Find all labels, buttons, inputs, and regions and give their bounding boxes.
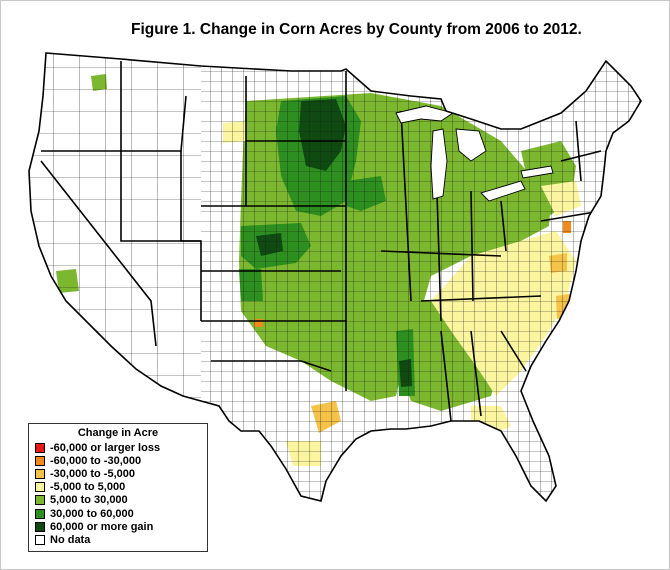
state-boundaries	[40, 61, 602, 422]
legend-swatch	[35, 521, 45, 532]
legend-title: Change in Acre	[77, 427, 159, 439]
legend-swatch	[35, 468, 45, 479]
legend-label: 60,000 or more gain	[50, 520, 154, 533]
legend-swatch	[35, 495, 45, 506]
legend-swatch	[35, 534, 45, 545]
lake-ontario	[520, 165, 554, 179]
map-legend: Change in Acre -60,000 or larger loss -6…	[28, 423, 208, 552]
lake-erie	[480, 180, 526, 202]
legend-label: No data	[50, 533, 91, 546]
legend-label: -60,000 to -30,000	[50, 454, 142, 467]
legend-swatch	[35, 482, 45, 493]
legend-label: 30,000 to 60,000	[50, 507, 134, 520]
legend-item: 60,000 or more gain	[29, 520, 207, 533]
legend-item: No data	[29, 533, 207, 546]
figure-title: Figure 1. Change in Corn Acres by County…	[131, 21, 582, 38]
lake-superior	[395, 105, 455, 124]
legend-item: -60,000 to -30,000	[29, 454, 207, 467]
legend-swatch	[35, 508, 45, 519]
legend-label: -5,000 to 5,000	[50, 481, 126, 494]
legend-label: -30,000 to -5,000	[50, 467, 135, 480]
lake-michigan	[430, 128, 448, 200]
great-lakes	[395, 105, 554, 202]
lake-huron	[455, 128, 487, 162]
legend-item: -60,000 or larger loss	[29, 441, 207, 454]
legend-label: 5,000 to 30,000	[50, 494, 128, 507]
legend-item: -5,000 to 5,000	[29, 481, 207, 494]
legend-item: 30,000 to 60,000	[29, 507, 207, 520]
east-county-lines	[201, 53, 641, 501]
legend-item: 5,000 to 30,000	[29, 494, 207, 507]
legend-item: -30,000 to -5,000	[29, 467, 207, 480]
legend-swatch	[35, 455, 45, 466]
legend-swatch	[35, 442, 45, 453]
legend-label: -60,000 or larger loss	[50, 441, 161, 454]
